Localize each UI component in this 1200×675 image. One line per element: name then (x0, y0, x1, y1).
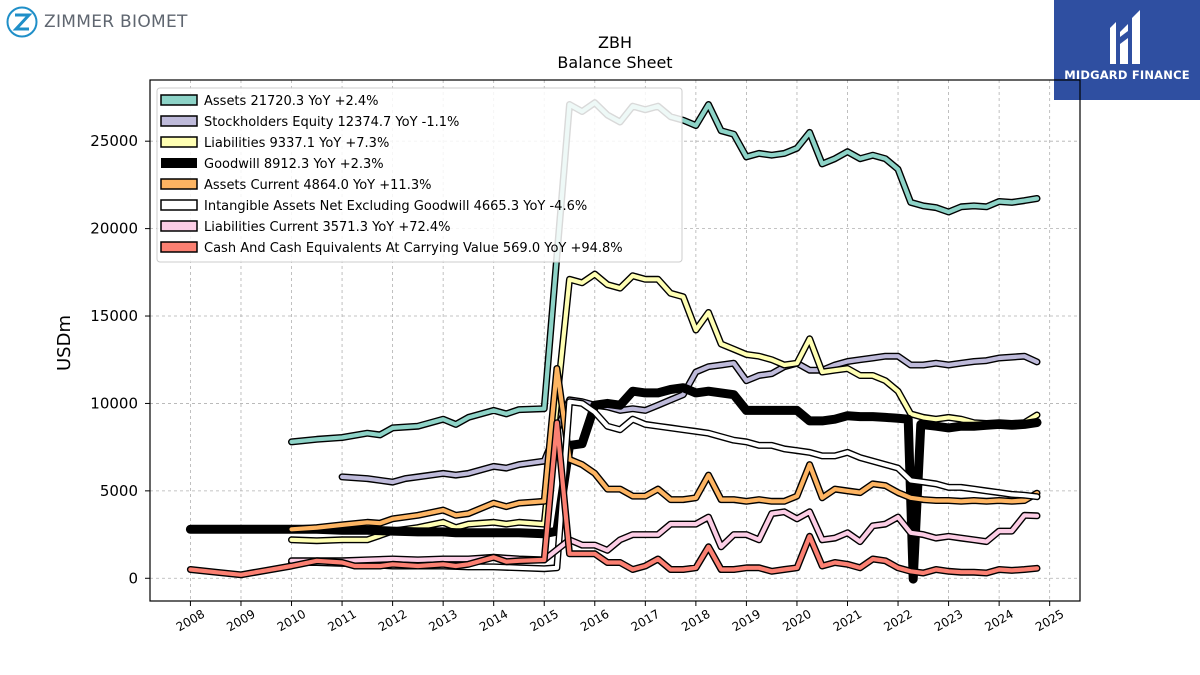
zimmer-biomet-logo-icon (6, 6, 38, 38)
x-tick-label: 2023 (932, 607, 965, 634)
series-line-7 (186, 419, 1041, 579)
series-line-path (185, 383, 1042, 584)
legend-swatch (160, 199, 198, 211)
y-tick-label: 10000 (90, 394, 138, 412)
series-line-2 (288, 270, 1041, 545)
series-line-1 (338, 352, 1041, 486)
series-line-path (340, 354, 1040, 485)
series-line-path (289, 272, 1040, 543)
x-tick-label: 2014 (477, 607, 510, 634)
legend-entry: Stockholders Equity 12374.7 YoY -1.1% (204, 115, 459, 130)
legend-entry: Assets Current 4864.0 YoY +11.3% (204, 178, 431, 193)
series-line-0 (288, 99, 1041, 446)
axes: 2008 2009 2010 2011 2012 2013 2014 2015 2016 2017… (90, 132, 1066, 634)
legend-swatch (160, 220, 198, 232)
x-tick-label: 2017 (629, 607, 662, 634)
x-tick-label: 2016 (578, 607, 611, 634)
zimmer-biomet-logo-text: ZIMMER BIOMET (44, 12, 188, 32)
series-line-path (289, 100, 1040, 444)
series-line-3 (185, 383, 1042, 584)
legend-entry: Intangible Assets Net Excluding Goodwill… (204, 199, 587, 214)
midgard-finance-logo-text: MIDGARD FINANCE (1064, 68, 1190, 82)
legend-entry: Liabilities Current 3571.3 YoY +72.4% (204, 220, 451, 235)
x-tick-label: 2015 (528, 607, 561, 634)
y-tick-label: 25000 (90, 132, 138, 150)
legend-swatch (160, 241, 198, 253)
x-tick-label: 2010 (275, 607, 308, 634)
midgard-finance-logo: MIDGARD FINANCE (1054, 0, 1200, 100)
legend-swatch (160, 136, 198, 148)
x-tick-label: 2018 (679, 607, 712, 634)
legend: Assets 21720.3 YoY +2.4% Stockholders Equ… (156, 87, 683, 263)
chart-title: ZBH (598, 33, 632, 52)
y-tick-label: 0 (128, 569, 138, 587)
midgard-finance-logo-icon (1110, 10, 1140, 64)
legend-swatch (160, 178, 198, 190)
x-tick-label: 2025 (1033, 607, 1066, 634)
series-line-path (289, 366, 1040, 532)
legend-swatch (161, 158, 197, 168)
series-line-4 (288, 365, 1041, 533)
y-axis-label: USDm (54, 315, 75, 371)
x-tick-label: 2022 (881, 607, 914, 634)
x-tick-label: 2020 (780, 607, 813, 634)
legend-entry: Goodwill 8912.3 YoY +2.3% (204, 157, 384, 172)
legend-entry: Cash And Cash Equivalents At Carrying Va… (204, 241, 623, 256)
chart-subtitle: Balance Sheet (557, 53, 672, 72)
x-tick-label: 2008 (174, 607, 207, 634)
x-tick-label: 2024 (982, 607, 1015, 634)
y-tick-label: 15000 (90, 307, 138, 325)
legend-swatch (160, 115, 198, 127)
x-tick-label: 2013 (426, 607, 459, 634)
x-tick-label: 2021 (831, 607, 864, 634)
y-tick-label: 5000 (100, 482, 138, 500)
series-line-path (289, 399, 1040, 571)
x-tick-label: 2012 (376, 607, 409, 634)
legend-entry: Liabilities 9337.1 YoY +7.3% (204, 136, 389, 151)
x-tick-label: 2011 (325, 607, 358, 634)
legend-box (156, 87, 683, 263)
series-line-5 (288, 398, 1041, 573)
x-tick-label: 2009 (224, 607, 257, 634)
legend-swatch (160, 94, 198, 106)
plot-frame (149, 79, 1081, 602)
zimmer-biomet-logo: ZIMMER BIOMET (6, 6, 188, 38)
series-line-path (188, 420, 1040, 577)
y-tick-label: 20000 (90, 220, 138, 238)
x-tick-label: 2019 (730, 607, 763, 634)
legend-entry: Assets 21720.3 YoY +2.4% (204, 94, 379, 109)
series-layer (185, 99, 1042, 584)
